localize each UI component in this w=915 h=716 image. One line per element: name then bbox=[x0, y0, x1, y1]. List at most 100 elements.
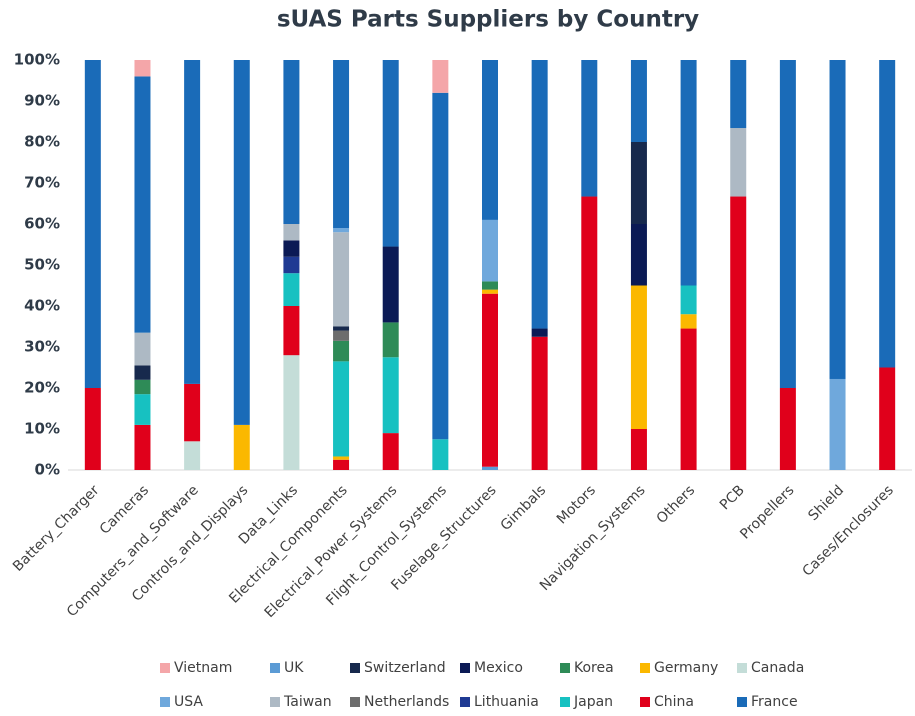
bar-segment bbox=[829, 378, 846, 470]
bar-segment bbox=[382, 322, 399, 358]
y-tick-label: 90% bbox=[24, 92, 60, 110]
bar-segment bbox=[134, 76, 151, 333]
legend-swatch bbox=[560, 663, 570, 673]
bar-segment bbox=[382, 433, 399, 470]
y-tick-label: 30% bbox=[24, 338, 60, 356]
bar-segment bbox=[283, 256, 300, 274]
bar-segment bbox=[680, 285, 697, 315]
bar-segment bbox=[630, 429, 647, 470]
bar-segment bbox=[283, 273, 300, 306]
bar-segment bbox=[283, 355, 300, 470]
x-tick-label: Shield bbox=[805, 482, 847, 524]
bar-segment bbox=[829, 60, 846, 379]
bar-segment bbox=[630, 60, 647, 142]
chart-title: sUAS Parts Suppliers by Country bbox=[277, 7, 699, 33]
bar-segment bbox=[630, 224, 647, 286]
bar-segment bbox=[283, 240, 300, 257]
legend-label: UK bbox=[284, 660, 304, 676]
legend-label: Switzerland bbox=[364, 660, 446, 676]
bar-segment bbox=[84, 388, 101, 470]
bar-segment bbox=[333, 361, 350, 457]
bar-segment bbox=[134, 60, 151, 77]
legend-swatch bbox=[737, 697, 747, 707]
y-tick-label: 100% bbox=[14, 51, 60, 69]
bar-segment bbox=[432, 92, 449, 440]
bar-segment bbox=[382, 357, 399, 434]
y-tick-label: 0% bbox=[35, 461, 60, 479]
legend-label: USA bbox=[174, 694, 203, 710]
legend-label: China bbox=[654, 694, 694, 710]
bar-segment bbox=[779, 60, 796, 388]
legend-label: Germany bbox=[654, 660, 718, 676]
x-tick-label: Gimbals bbox=[498, 482, 550, 534]
bar-segment bbox=[333, 326, 350, 331]
bar-segment bbox=[233, 60, 250, 425]
bar-segment bbox=[730, 128, 747, 197]
legend-label: Japan bbox=[573, 694, 613, 710]
bar-segment bbox=[134, 424, 151, 470]
bar-segment bbox=[531, 336, 548, 470]
y-tick-label: 10% bbox=[24, 420, 60, 438]
legend-label: Korea bbox=[574, 660, 614, 676]
bar-segment bbox=[680, 328, 697, 470]
bar-segment bbox=[382, 246, 399, 323]
legend-swatch bbox=[737, 663, 747, 673]
bar-segment bbox=[482, 281, 498, 290]
bar-segment bbox=[333, 330, 350, 341]
bar-segment bbox=[581, 60, 598, 197]
bar-segment bbox=[134, 394, 151, 425]
legend-label: Netherlands bbox=[364, 694, 449, 710]
legend-swatch bbox=[460, 663, 470, 673]
bar-segment bbox=[333, 459, 350, 470]
legend-label: Lithuania bbox=[474, 694, 539, 710]
x-tick-label: Battery_Charger bbox=[10, 482, 103, 575]
y-tick-label: 70% bbox=[24, 174, 60, 192]
legend-swatch bbox=[270, 697, 280, 707]
bar-segment bbox=[382, 60, 399, 247]
bar-segment bbox=[630, 142, 647, 224]
y-tick-label: 40% bbox=[24, 297, 60, 315]
bar-segment bbox=[730, 196, 747, 470]
bar-segment bbox=[879, 60, 896, 368]
bar-segment bbox=[432, 60, 449, 93]
legend-swatch bbox=[640, 697, 650, 707]
legend-swatch bbox=[160, 697, 170, 707]
bar-segment bbox=[333, 456, 350, 460]
bar-segment bbox=[134, 332, 151, 366]
bar-segment bbox=[482, 293, 498, 467]
bar-segment bbox=[184, 60, 201, 384]
legend-swatch bbox=[270, 663, 280, 673]
legend-swatch bbox=[460, 697, 470, 707]
x-tick-label: Cases/Enclosures bbox=[799, 482, 896, 579]
bar-segment bbox=[482, 219, 498, 282]
x-tick-label: Others bbox=[654, 482, 699, 527]
bar-segment bbox=[779, 388, 796, 470]
legend-label: Canada bbox=[751, 660, 804, 676]
bar-segment bbox=[233, 424, 250, 470]
bar-segment bbox=[482, 60, 498, 220]
bar-segment bbox=[680, 314, 697, 329]
bar-segment bbox=[680, 60, 697, 286]
bar-segment bbox=[482, 466, 498, 470]
legend-swatch bbox=[160, 663, 170, 673]
bar-segment bbox=[134, 365, 151, 380]
bar-segment bbox=[283, 60, 300, 224]
bar-segment bbox=[879, 367, 896, 470]
y-tick-label: 80% bbox=[24, 133, 60, 151]
bar-segment bbox=[482, 289, 498, 294]
bar-segment bbox=[333, 340, 350, 362]
bar-segment bbox=[283, 306, 300, 356]
bar-segment bbox=[630, 285, 647, 429]
bar-segment bbox=[184, 441, 201, 470]
x-tick-label: PCB bbox=[717, 482, 748, 513]
bar-segment bbox=[333, 60, 350, 229]
y-tick-label: 60% bbox=[24, 215, 60, 233]
bar-segment bbox=[531, 60, 548, 329]
legend-swatch bbox=[640, 663, 650, 673]
bar-segment bbox=[531, 328, 548, 337]
x-tick-label: Motors bbox=[554, 482, 599, 527]
legend-swatch bbox=[350, 697, 360, 707]
bar-segment bbox=[581, 196, 598, 470]
y-tick-label: 20% bbox=[24, 379, 60, 397]
